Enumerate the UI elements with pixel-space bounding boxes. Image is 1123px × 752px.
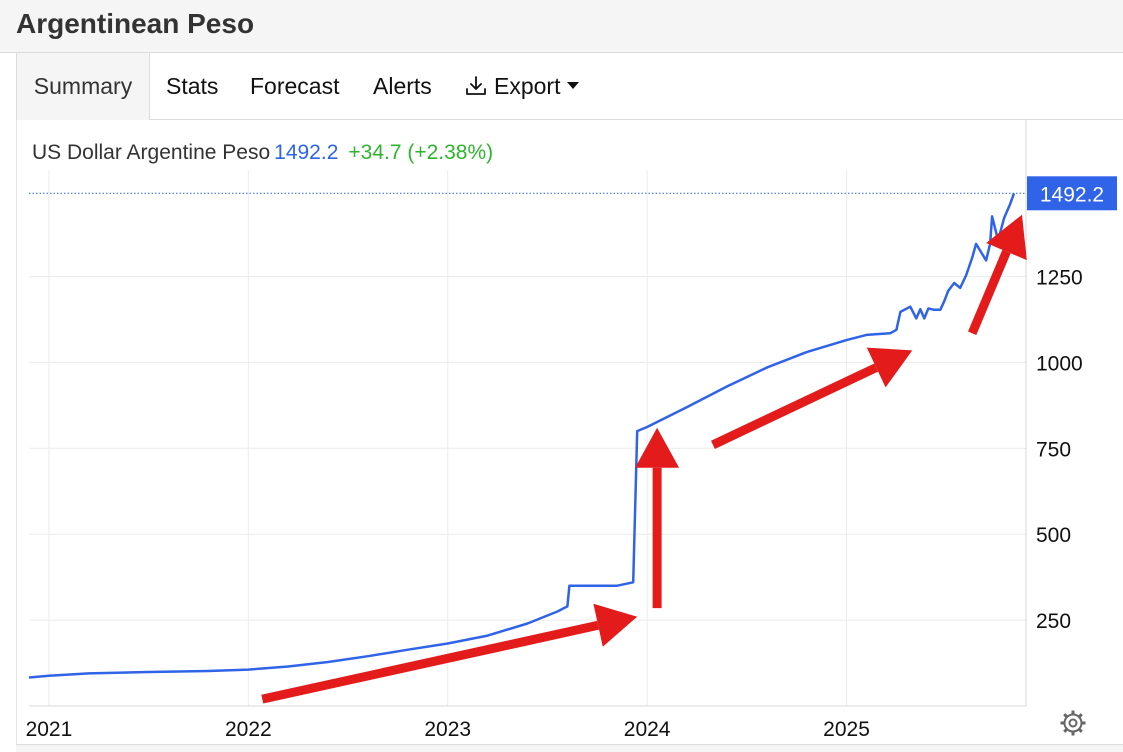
y-tick-label: 750 bbox=[1036, 438, 1071, 461]
annotation-arrow-shaft bbox=[262, 625, 598, 699]
annotation-arrow-shaft bbox=[972, 252, 1006, 334]
x-tick-label: 2025 bbox=[823, 718, 870, 741]
series-layer bbox=[29, 193, 1014, 677]
y-tick-label: 1250 bbox=[1036, 267, 1083, 290]
annotation-arrow-head bbox=[635, 428, 679, 468]
annotation-arrow-head bbox=[593, 604, 637, 647]
legend-change: +34.7 (+2.38%) bbox=[348, 141, 493, 164]
grid-layer bbox=[29, 170, 1026, 706]
y-tick-label: 250 bbox=[1036, 610, 1071, 633]
series-line bbox=[29, 193, 1014, 677]
x-tick-label: 2024 bbox=[624, 718, 671, 741]
annotation-layer bbox=[262, 215, 1027, 699]
y-tick-label: 1000 bbox=[1036, 352, 1083, 375]
axis-layer: 250 500 750 1000 1250 2021 2022 2023 2024 2025 bbox=[26, 120, 1083, 741]
legend-last-value: 1492.2 bbox=[274, 141, 338, 164]
y-tick-label: 500 bbox=[1036, 524, 1071, 547]
last-value-badge-label: 1492.2 bbox=[1040, 183, 1104, 206]
gear-icon[interactable] bbox=[1061, 711, 1086, 736]
x-tick-label: 2022 bbox=[225, 718, 272, 741]
annotation-arrow-shaft bbox=[713, 368, 876, 445]
badge-layer: 1492.2 bbox=[1027, 176, 1117, 210]
x-tick-label: 2023 bbox=[424, 718, 471, 741]
legend-series-name: US Dollar Argentine Peso bbox=[32, 141, 270, 164]
x-tick-label: 2021 bbox=[26, 718, 73, 741]
